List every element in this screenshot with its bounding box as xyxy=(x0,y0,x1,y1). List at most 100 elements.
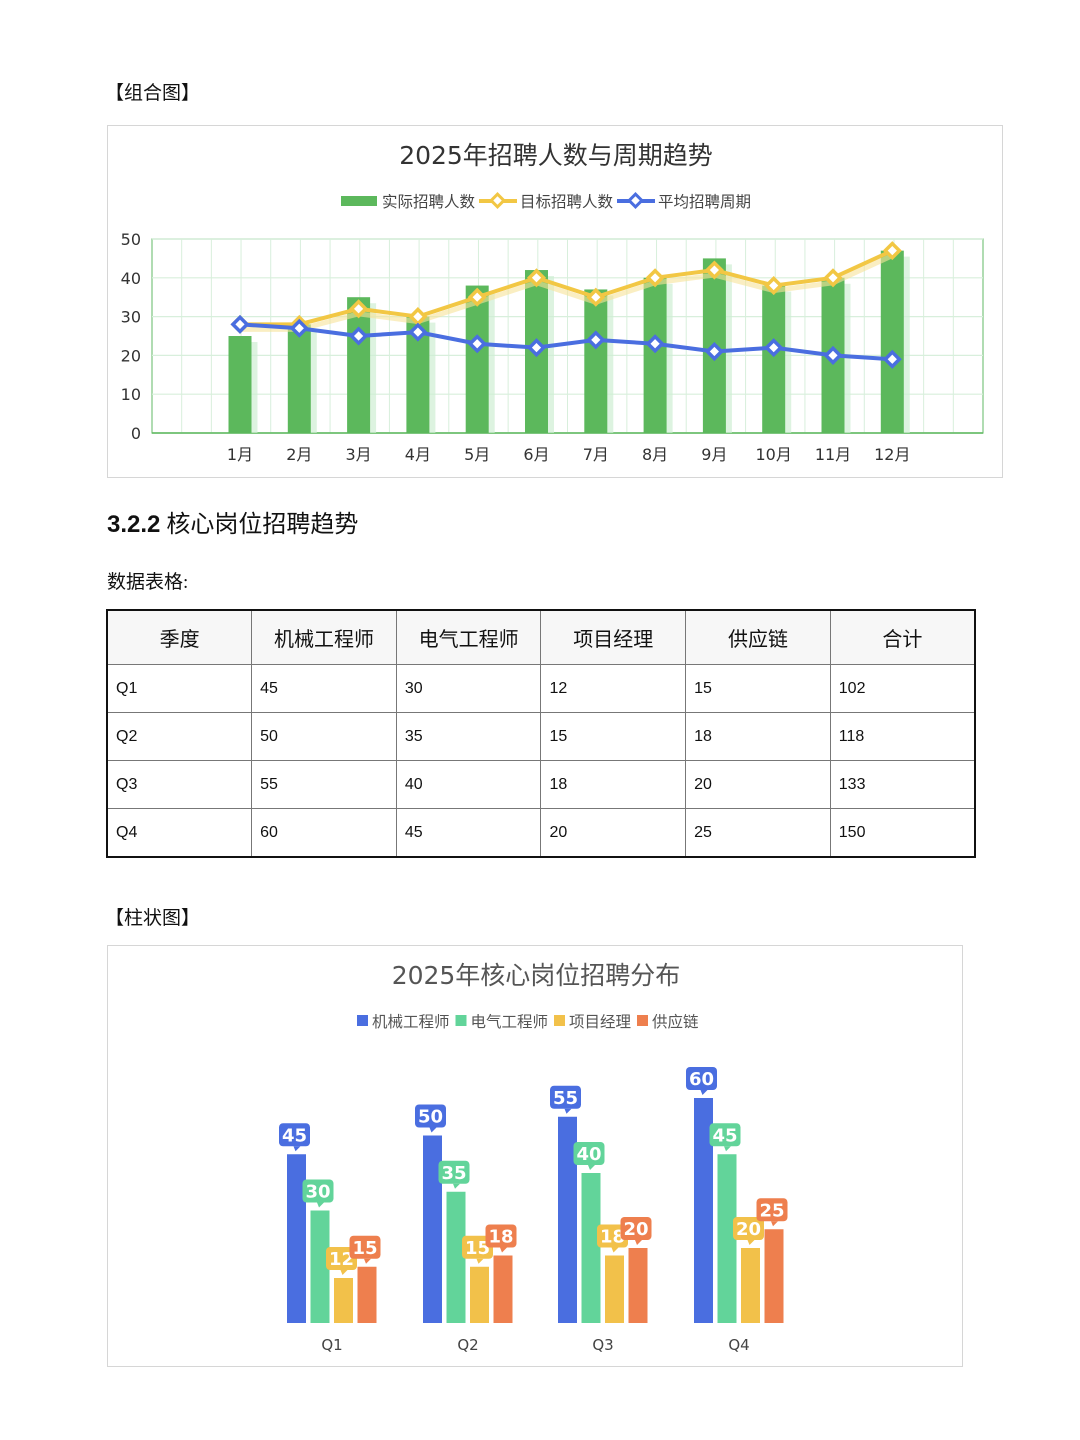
y-tick-label: 40 xyxy=(121,269,141,288)
data-label: 15 xyxy=(465,1238,490,1259)
data-label: 25 xyxy=(759,1200,784,1221)
legend-item[interactable]: 机械工程师 xyxy=(357,1013,450,1031)
bar xyxy=(423,1135,442,1323)
bar-actual xyxy=(643,277,667,433)
legend-item[interactable]: 实际招聘人数 xyxy=(341,193,476,211)
diamond-marker xyxy=(704,260,724,280)
section-heading: 3.2.2 核心岗位招聘趋势 xyxy=(107,504,358,539)
table-cell: 118 xyxy=(829,712,976,761)
data-label-bubble xyxy=(349,1235,381,1259)
data-label-bubble xyxy=(686,1067,717,1090)
data-label-bubble xyxy=(709,1123,741,1147)
bar-actual xyxy=(287,324,311,433)
diamond-marker xyxy=(764,338,784,358)
data-label-bubble xyxy=(756,1198,788,1222)
line-target xyxy=(240,248,894,327)
table-row: Q1 45 30 12 15 102 xyxy=(106,664,976,713)
bar xyxy=(694,1098,713,1323)
combo-chart-label: 【组合图】 xyxy=(105,83,201,104)
table-row: Q2 50 35 15 18 118 xyxy=(106,712,976,761)
x-tick-label: 11月 xyxy=(815,445,851,464)
diamond-marker xyxy=(467,334,487,354)
data-label-bubble xyxy=(326,1247,357,1270)
legend-item[interactable]: 平均招聘周期 xyxy=(617,192,751,211)
legend-item[interactable]: 电气工程师 xyxy=(455,1013,549,1031)
y-tick-label: 20 xyxy=(121,346,141,365)
svg-text:机械工程师: 机械工程师 xyxy=(372,1013,450,1031)
header-pm: 项目经理 xyxy=(540,609,687,665)
data-label: 20 xyxy=(736,1219,761,1240)
legend-swatch-icon xyxy=(455,1015,467,1026)
bar xyxy=(628,1248,648,1323)
combo-chart: 2025年招聘人数与周期趋势 实际招聘人数 目标招聘人数 平均招聘周期 0 10 20 30 4… xyxy=(107,125,1003,478)
table-cell: 150 xyxy=(829,808,976,858)
diamond-marker xyxy=(704,341,724,362)
data-label: 55 xyxy=(553,1088,578,1109)
table-cell: 45 xyxy=(395,808,542,858)
chart-title: 2025年核心岗位招聘分布 xyxy=(392,961,681,990)
legend-item[interactable]: 目标招聘人数 xyxy=(479,192,614,211)
data-label-bubble xyxy=(485,1224,517,1248)
legend-item[interactable]: 项目经理 xyxy=(554,1013,631,1031)
header-mech-eng: 机械工程师 xyxy=(251,609,397,665)
x-tick-label: 4月 xyxy=(405,445,431,464)
bar-actual xyxy=(406,316,430,433)
diamond-marker xyxy=(882,241,902,261)
table-header-row: 季度 机械工程师 电气工程师 项目经理 供应链 合计 xyxy=(106,609,976,665)
bar xyxy=(581,1173,601,1323)
legend-swatch-icon xyxy=(637,1015,648,1026)
data-label: 50 xyxy=(418,1107,443,1128)
bar xyxy=(741,1248,760,1323)
table-cell: 40 xyxy=(395,760,542,809)
bar-chart: 2025年核心岗位招聘分布 机械工程师 电气工程师 项目经理 供应链 45 30 12 15 Q1… xyxy=(107,945,963,1367)
table-cell: 30 xyxy=(395,664,542,713)
diamond-marker xyxy=(526,268,547,288)
diamond-marker xyxy=(467,287,487,307)
svg-text:实际招聘人数: 实际招聘人数 xyxy=(382,193,476,211)
bar xyxy=(764,1229,784,1323)
bar xyxy=(357,1266,377,1323)
bar xyxy=(558,1116,577,1323)
x-tick-label: 10月 xyxy=(756,445,792,464)
x-tick-label: 6月 xyxy=(523,445,549,464)
data-label-bubble xyxy=(415,1104,446,1128)
diamond-marker xyxy=(230,314,250,334)
table-row: Q3 55 40 18 20 133 xyxy=(106,760,976,809)
bar-actual xyxy=(762,285,786,433)
diamond-marker xyxy=(289,318,309,338)
chart-title: 2025年招聘人数与周期趋势 xyxy=(399,141,713,170)
legend-bar-icon xyxy=(341,196,377,206)
bar xyxy=(446,1191,466,1323)
x-tick-label: 5月 xyxy=(464,445,490,464)
bar-actual xyxy=(880,250,904,433)
table-cell: 45 xyxy=(251,664,397,713)
bar xyxy=(493,1255,513,1323)
diamond-marker xyxy=(645,334,665,354)
y-tick-label: 50 xyxy=(121,230,141,249)
x-tick-label: 7月 xyxy=(583,445,609,464)
data-label-bubble xyxy=(573,1142,605,1165)
x-tick-label: Q2 xyxy=(457,1336,478,1354)
data-label-bubble xyxy=(302,1179,334,1203)
data-label: 45 xyxy=(282,1125,307,1146)
table-cell: 18 xyxy=(685,712,831,761)
diamond-marker xyxy=(823,345,843,365)
bar xyxy=(470,1266,489,1323)
x-tick-label: 8月 xyxy=(642,445,668,464)
table-cell: 133 xyxy=(829,760,976,809)
table-cell: 18 xyxy=(540,760,687,809)
x-tick-label: 9月 xyxy=(701,445,727,464)
bar xyxy=(310,1210,330,1323)
legend-diamond-icon xyxy=(489,192,506,209)
legend-item[interactable]: 供应链 xyxy=(637,1012,699,1031)
legend-diamond-icon xyxy=(627,192,644,209)
data-label: 45 xyxy=(712,1125,737,1146)
bar-actual xyxy=(228,336,252,433)
diamond-marker xyxy=(349,326,369,346)
x-tick-label: Q1 xyxy=(321,1336,342,1354)
bar-actual xyxy=(465,285,489,433)
bar-group-q4: 60 45 2025 xyxy=(686,1067,788,1323)
